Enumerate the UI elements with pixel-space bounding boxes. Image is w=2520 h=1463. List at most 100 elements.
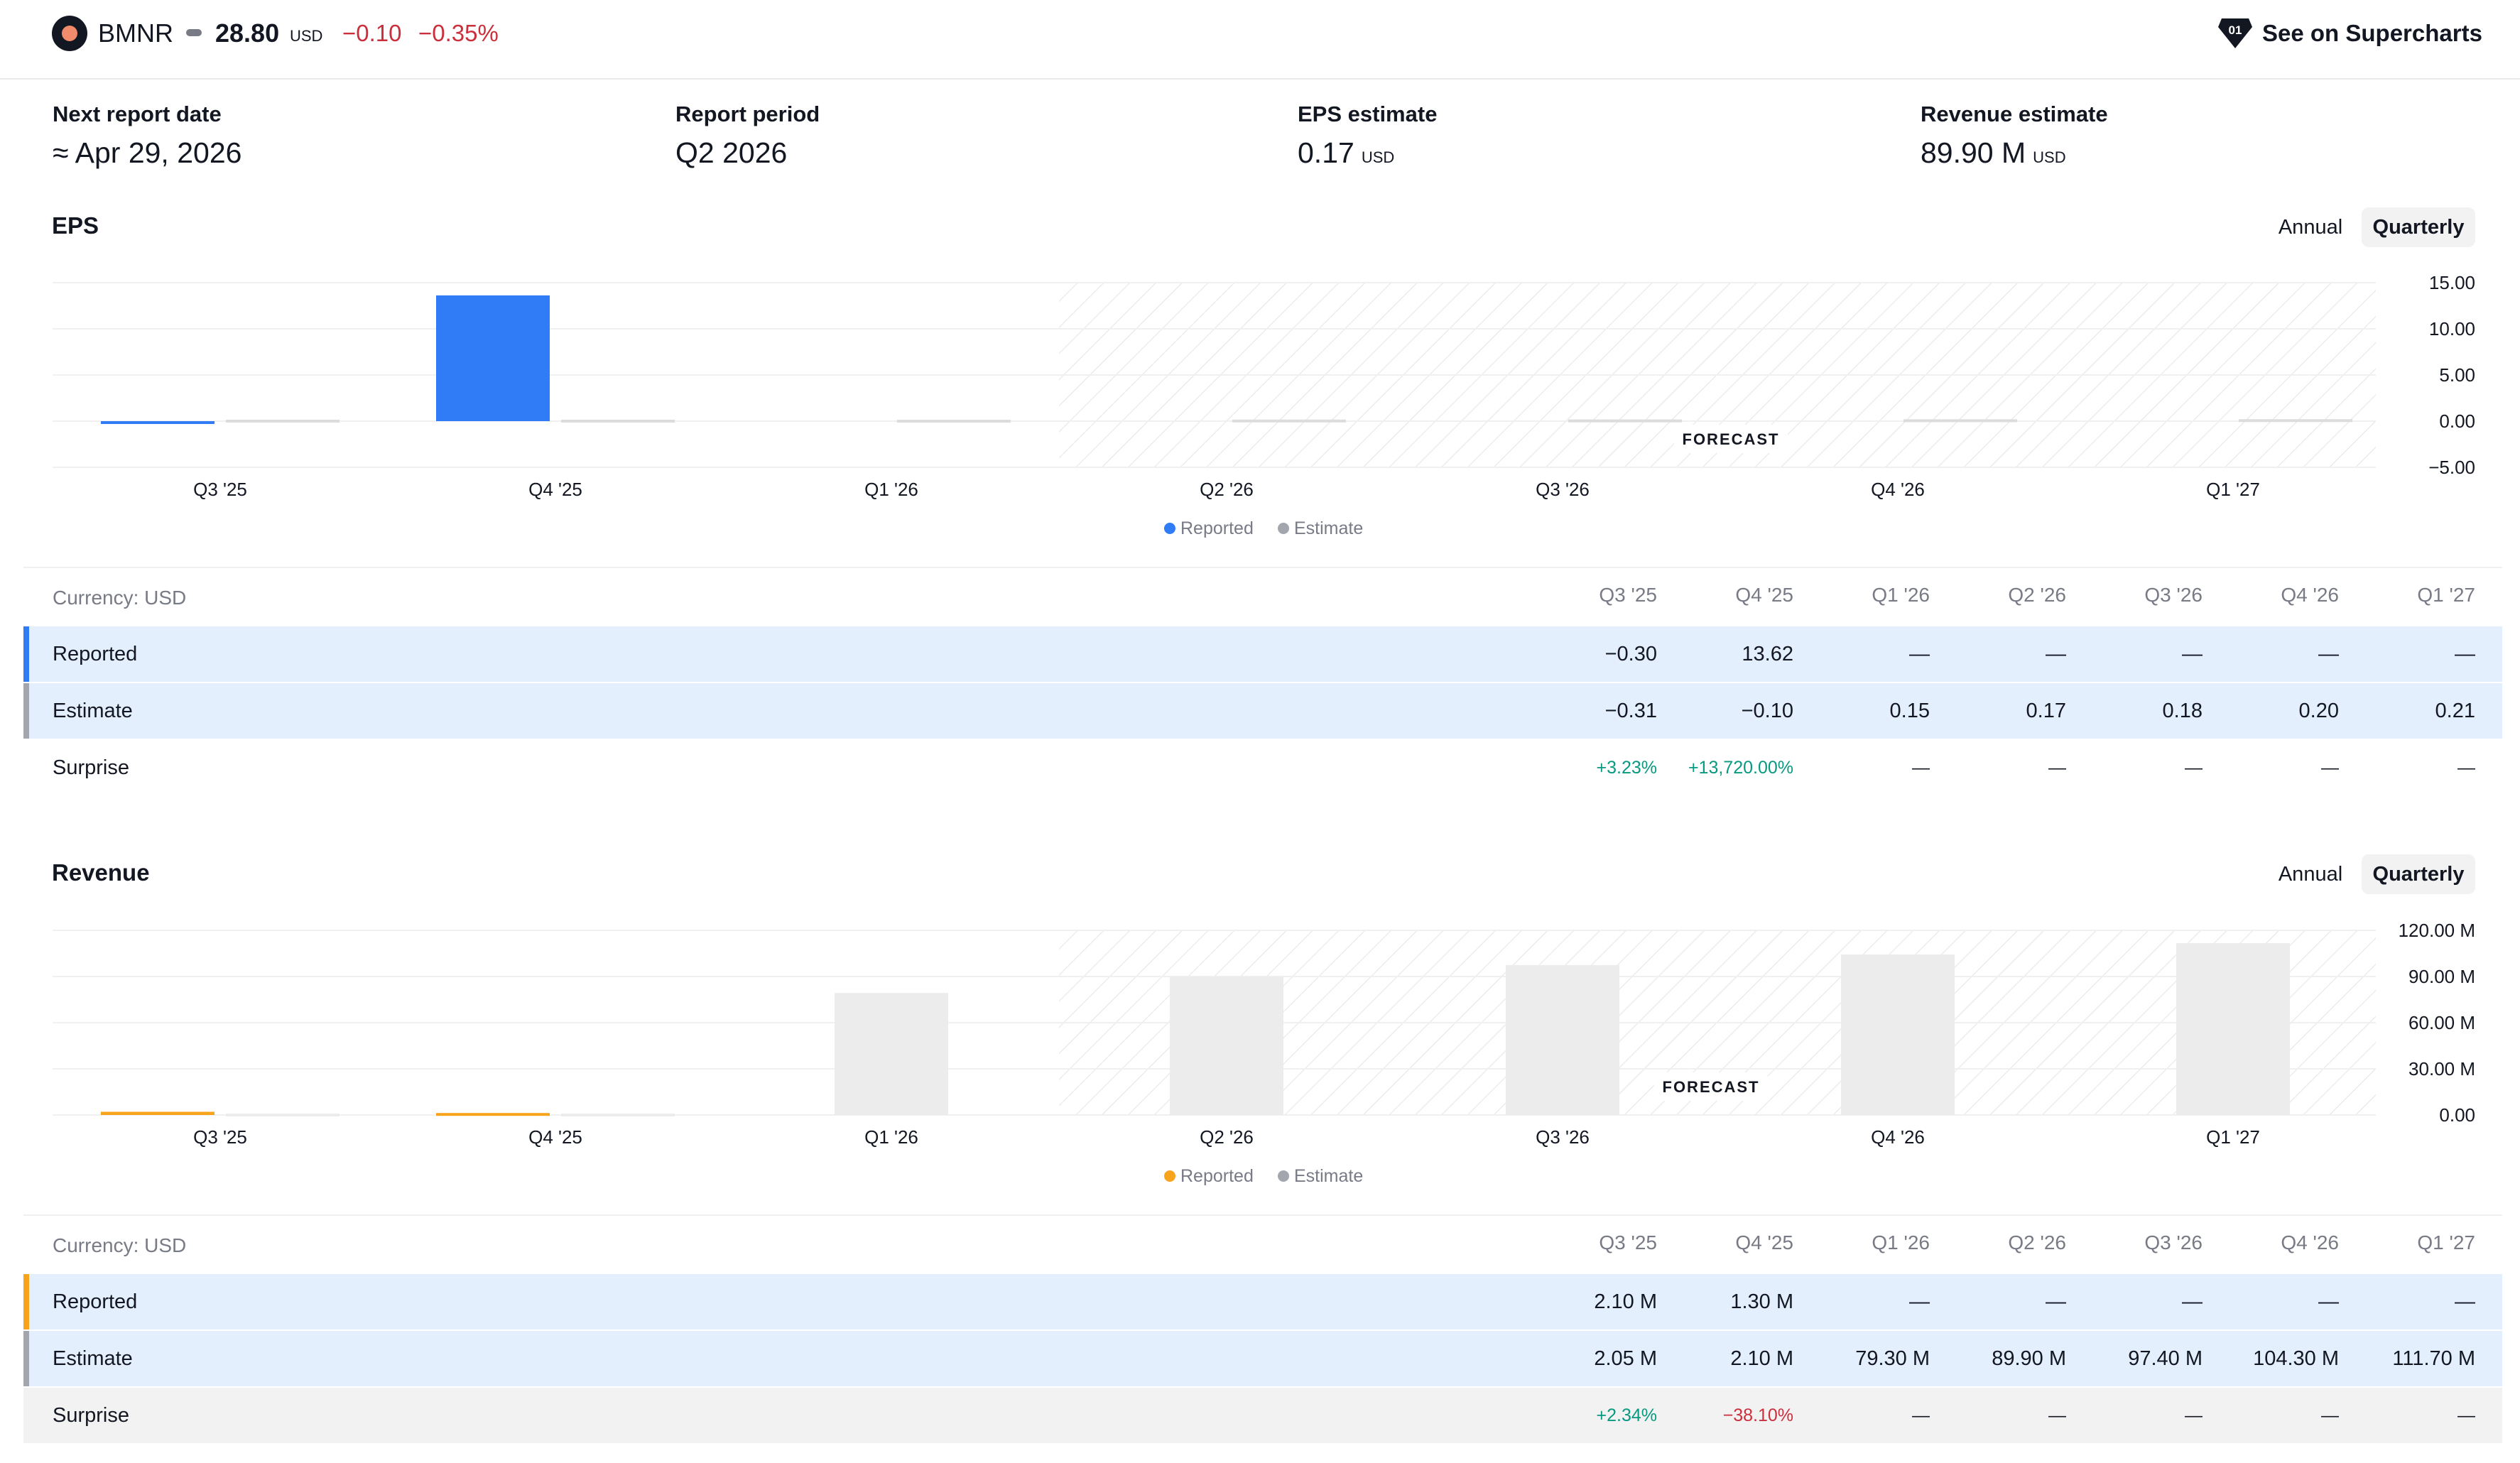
table-cell: — [2318, 1290, 2339, 1313]
legend-estimate-label[interactable]: Estimate [1294, 518, 1363, 538]
table-cell: — [1909, 643, 1930, 665]
revenue-currency-label: Currency: USD [53, 1234, 187, 1256]
table-cell: — [2185, 758, 2203, 778]
x-tick-label: Q1 '26 [864, 479, 918, 500]
bar-reported[interactable] [436, 295, 550, 421]
bar-reported[interactable] [101, 1111, 214, 1115]
table-cell: 0.17 [2026, 700, 2066, 722]
table-cell: — [2455, 1290, 2475, 1313]
table-cell: — [1912, 758, 1930, 778]
bar-reported[interactable] [101, 421, 214, 424]
symbol-header: BMNR 28.80 USD −0.10 −0.35% 01 See on Su… [0, 0, 2520, 80]
legend-reported-dot [1164, 523, 1175, 534]
revenue-row-reported: Reported 2.10 M 1.30 M — — — — — [23, 1274, 2502, 1329]
see-on-supercharts-link[interactable]: See on Supercharts [2262, 20, 2482, 46]
revenue-column-header: Q1 '26 [1872, 1231, 1930, 1253]
eps-estimate-label: EPS estimate [1298, 102, 1438, 126]
table-cell: — [2182, 1290, 2203, 1313]
bar-estimate[interactable] [561, 1114, 675, 1116]
revenue-row-surprise: Surprise +2.34% −38.10% — — — — — [23, 1388, 2502, 1443]
y-tick-label: 10.00 [2429, 318, 2475, 339]
table-cell: −38.10% [1722, 1405, 1793, 1425]
forecast-label: FORECAST [1663, 1078, 1760, 1096]
table-cell: 0.18 [2162, 700, 2203, 722]
revenue-estimate-label: Revenue estimate [1921, 102, 2108, 126]
table-cell: 0.20 [2298, 700, 2339, 722]
row-label: Reported [53, 1290, 138, 1313]
x-tick-label: Q3 '26 [1536, 1126, 1590, 1148]
last-price: 28.80 [215, 18, 280, 48]
eps-column-header: Q1 '26 [1872, 584, 1930, 606]
revenue-chart: 120.00 M 90.00 M 60.00 M 30.00 M 0.00 Q3 '25 Q… [53, 920, 2475, 1186]
table-cell: +13,720.00% [1688, 758, 1793, 778]
table-cell: 97.40 M [2128, 1347, 2203, 1370]
bar-estimate[interactable] [1170, 977, 1283, 1115]
eps-annual-toggle[interactable]: Annual [2278, 216, 2343, 239]
table-cell: 0.15 [1889, 700, 1930, 722]
forecast-badge [1674, 425, 1788, 453]
table-cell: 2.10 M [1594, 1290, 1657, 1313]
table-cell: −0.30 [1604, 643, 1657, 665]
bar-estimate[interactable] [1232, 419, 1346, 423]
revenue-section-title: Revenue [52, 859, 150, 886]
table-cell: 104.30 M [2253, 1347, 2339, 1370]
revenue-row-estimate: Estimate 2.05 M 2.10 M 79.30 M 89.90 M 97.40 … [23, 1331, 2502, 1386]
table-cell: — [2321, 758, 2339, 778]
eps-section-title: EPS [52, 212, 99, 239]
row-indicator-bar [23, 683, 29, 739]
eps-quarterly-toggle[interactable]: Quarterly [2362, 207, 2475, 247]
table-cell: — [2321, 1405, 2339, 1425]
bar-estimate[interactable] [1903, 419, 2017, 423]
eps-estimate-unit: USD [1361, 148, 1395, 166]
table-cell: — [2455, 643, 2475, 665]
forecast-label: FORECAST [1683, 430, 1780, 448]
table-cell: — [2318, 643, 2339, 665]
bar-estimate[interactable] [835, 993, 948, 1115]
price-change: −0.10 [342, 20, 402, 46]
supercharts-icon[interactable]: 01 [2217, 16, 2253, 50]
bar-reported[interactable] [436, 1113, 550, 1116]
x-tick-label: Q2 '26 [1200, 479, 1254, 500]
table-cell: — [1912, 1405, 1930, 1425]
ticker-symbol[interactable]: BMNR [98, 18, 173, 48]
eps-column-header: Q1 '27 [2417, 584, 2475, 606]
bar-estimate[interactable] [2176, 942, 2290, 1115]
table-cell: 111.70 M [2392, 1347, 2475, 1370]
table-cell: +3.23% [1596, 758, 1658, 778]
legend-reported-dot [1164, 1170, 1175, 1182]
bar-estimate[interactable] [1841, 955, 1955, 1115]
x-tick-label: Q1 '26 [864, 1126, 918, 1148]
table-cell: — [2185, 1405, 2203, 1425]
bar-estimate[interactable] [897, 420, 1011, 423]
x-tick-label: Q4 '25 [528, 1126, 582, 1148]
table-cell: 2.10 M [1730, 1347, 1793, 1370]
x-tick-label: Q4 '26 [1871, 1126, 1925, 1148]
table-cell: — [1909, 1290, 1930, 1313]
bar-estimate[interactable] [226, 420, 340, 423]
revenue-column-header: Q4 '25 [1735, 1231, 1793, 1253]
revenue-column-header: Q3 '26 [2144, 1231, 2203, 1253]
y-tick-label: −5.00 [2428, 457, 2475, 478]
bar-estimate[interactable] [226, 1114, 340, 1116]
table-cell: +2.34% [1596, 1405, 1658, 1425]
next-report-date-value: ≈ Apr 29, 2026 [53, 136, 242, 169]
legend-reported-label[interactable]: Reported [1180, 1166, 1254, 1186]
y-tick-label: 15.00 [2429, 272, 2475, 293]
forecast-badge [1654, 1072, 1768, 1101]
x-tick-label: Q3 '25 [193, 1126, 247, 1148]
revenue-quarterly-toggle[interactable]: Quarterly [2362, 854, 2475, 894]
row-label: Estimate [53, 1347, 133, 1370]
bar-estimate[interactable] [561, 420, 675, 423]
revenue-column-header: Q3 '25 [1599, 1231, 1657, 1253]
table-cell: −0.31 [1604, 700, 1657, 722]
legend-reported-label[interactable]: Reported [1180, 518, 1254, 538]
eps-column-header: Q4 '25 [1735, 584, 1793, 606]
revenue-annual-toggle[interactable]: Annual [2278, 863, 2343, 886]
legend-estimate-label[interactable]: Estimate [1294, 1166, 1363, 1186]
price-currency: USD [290, 27, 323, 45]
bar-estimate[interactable] [1506, 964, 1619, 1115]
bar-estimate[interactable] [1568, 419, 1682, 423]
x-tick-label: Q4 '26 [1871, 479, 1925, 500]
bar-estimate[interactable] [2239, 419, 2352, 423]
table-cell: — [2182, 643, 2203, 665]
